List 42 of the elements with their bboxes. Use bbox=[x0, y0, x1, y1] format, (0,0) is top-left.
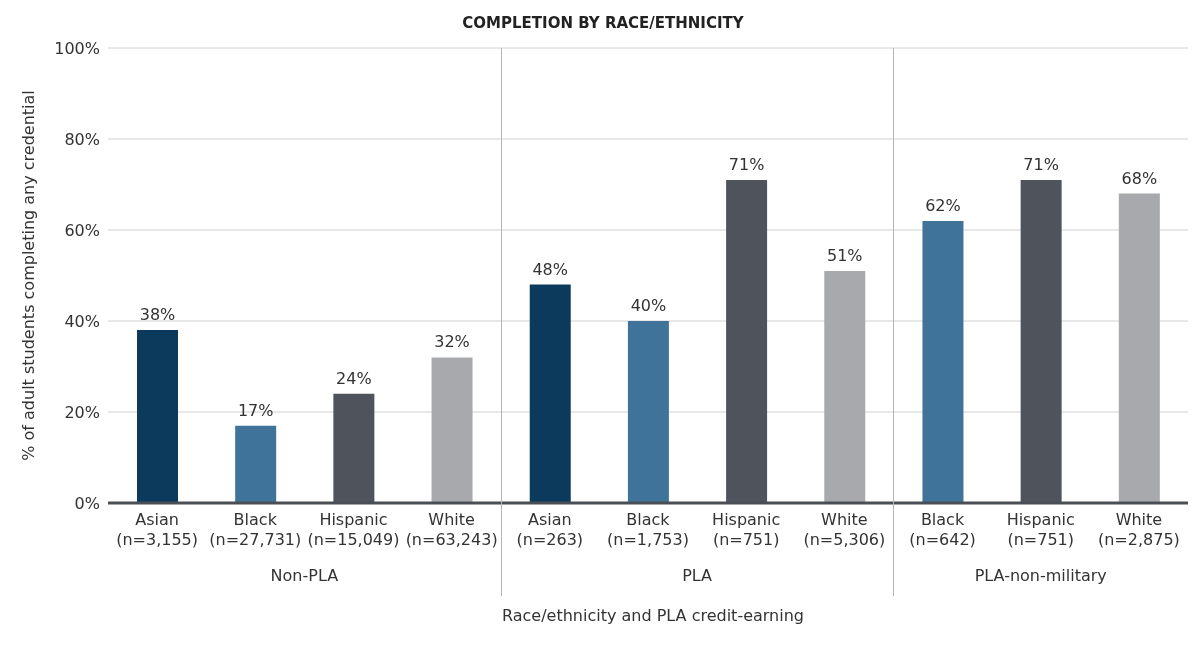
x-tick-label: White (n=2,875) bbox=[1097, 510, 1180, 549]
data-label: 40% bbox=[630, 296, 667, 315]
data-label: 48% bbox=[532, 259, 569, 279]
bar bbox=[529, 284, 571, 503]
bar bbox=[824, 270, 866, 503]
data-label: 17% bbox=[237, 400, 274, 420]
x-tick-label: Hispanic (n=15,049) bbox=[307, 510, 400, 549]
y-tick-label: 60% bbox=[64, 220, 100, 240]
y-tick-label: 80% bbox=[64, 129, 100, 149]
x-tick-label: White (n=63,243) bbox=[405, 510, 498, 549]
x-tick-label: Black (n=642) bbox=[909, 510, 976, 549]
data-label: 68% bbox=[1121, 168, 1158, 188]
x-axis-title: Race/ethnicity and PLA credit-earning bbox=[501, 605, 805, 627]
y-tick-label: 100% bbox=[54, 38, 100, 58]
data-label: 71% bbox=[1023, 154, 1059, 174]
x-tick-label: Black (n=1,753) bbox=[607, 510, 689, 549]
bar bbox=[922, 220, 964, 503]
y-tick-label: 0% bbox=[74, 493, 100, 513]
x-tick-label: Hispanic (n=751) bbox=[1006, 510, 1075, 549]
text: PLA bbox=[681, 566, 713, 585]
data-label: 62% bbox=[925, 195, 961, 215]
bar bbox=[137, 330, 178, 503]
text: Non-PLA bbox=[269, 566, 340, 585]
y-tick-label: 20% bbox=[64, 402, 100, 422]
bar bbox=[627, 321, 669, 503]
x-tick-label: White (n=5,306) bbox=[803, 510, 886, 549]
text: PLA-non-military bbox=[973, 566, 1108, 585]
bar bbox=[235, 425, 277, 503]
x-tick-label: Hispanic (n=751) bbox=[712, 510, 781, 549]
chart-title: COMPLETION BY RACE/ETHNICITY bbox=[461, 13, 745, 34]
x-tick-label: Asian (n=263) bbox=[516, 510, 584, 549]
data-label: 38% bbox=[139, 305, 176, 325]
bar bbox=[1118, 193, 1160, 503]
x-tick-label: Asian (n=3,155) bbox=[116, 510, 199, 549]
data-label: 24% bbox=[336, 368, 372, 388]
data-label: 71% bbox=[728, 154, 765, 174]
y-axis-title: % of adult students completing any credential bbox=[18, 90, 38, 461]
data-label: 32% bbox=[434, 332, 470, 352]
data-label: 51% bbox=[826, 245, 863, 265]
x-tick-label: Black (n=27,731) bbox=[209, 510, 302, 549]
bar bbox=[431, 357, 473, 503]
y-tick-label: 40% bbox=[64, 311, 100, 331]
